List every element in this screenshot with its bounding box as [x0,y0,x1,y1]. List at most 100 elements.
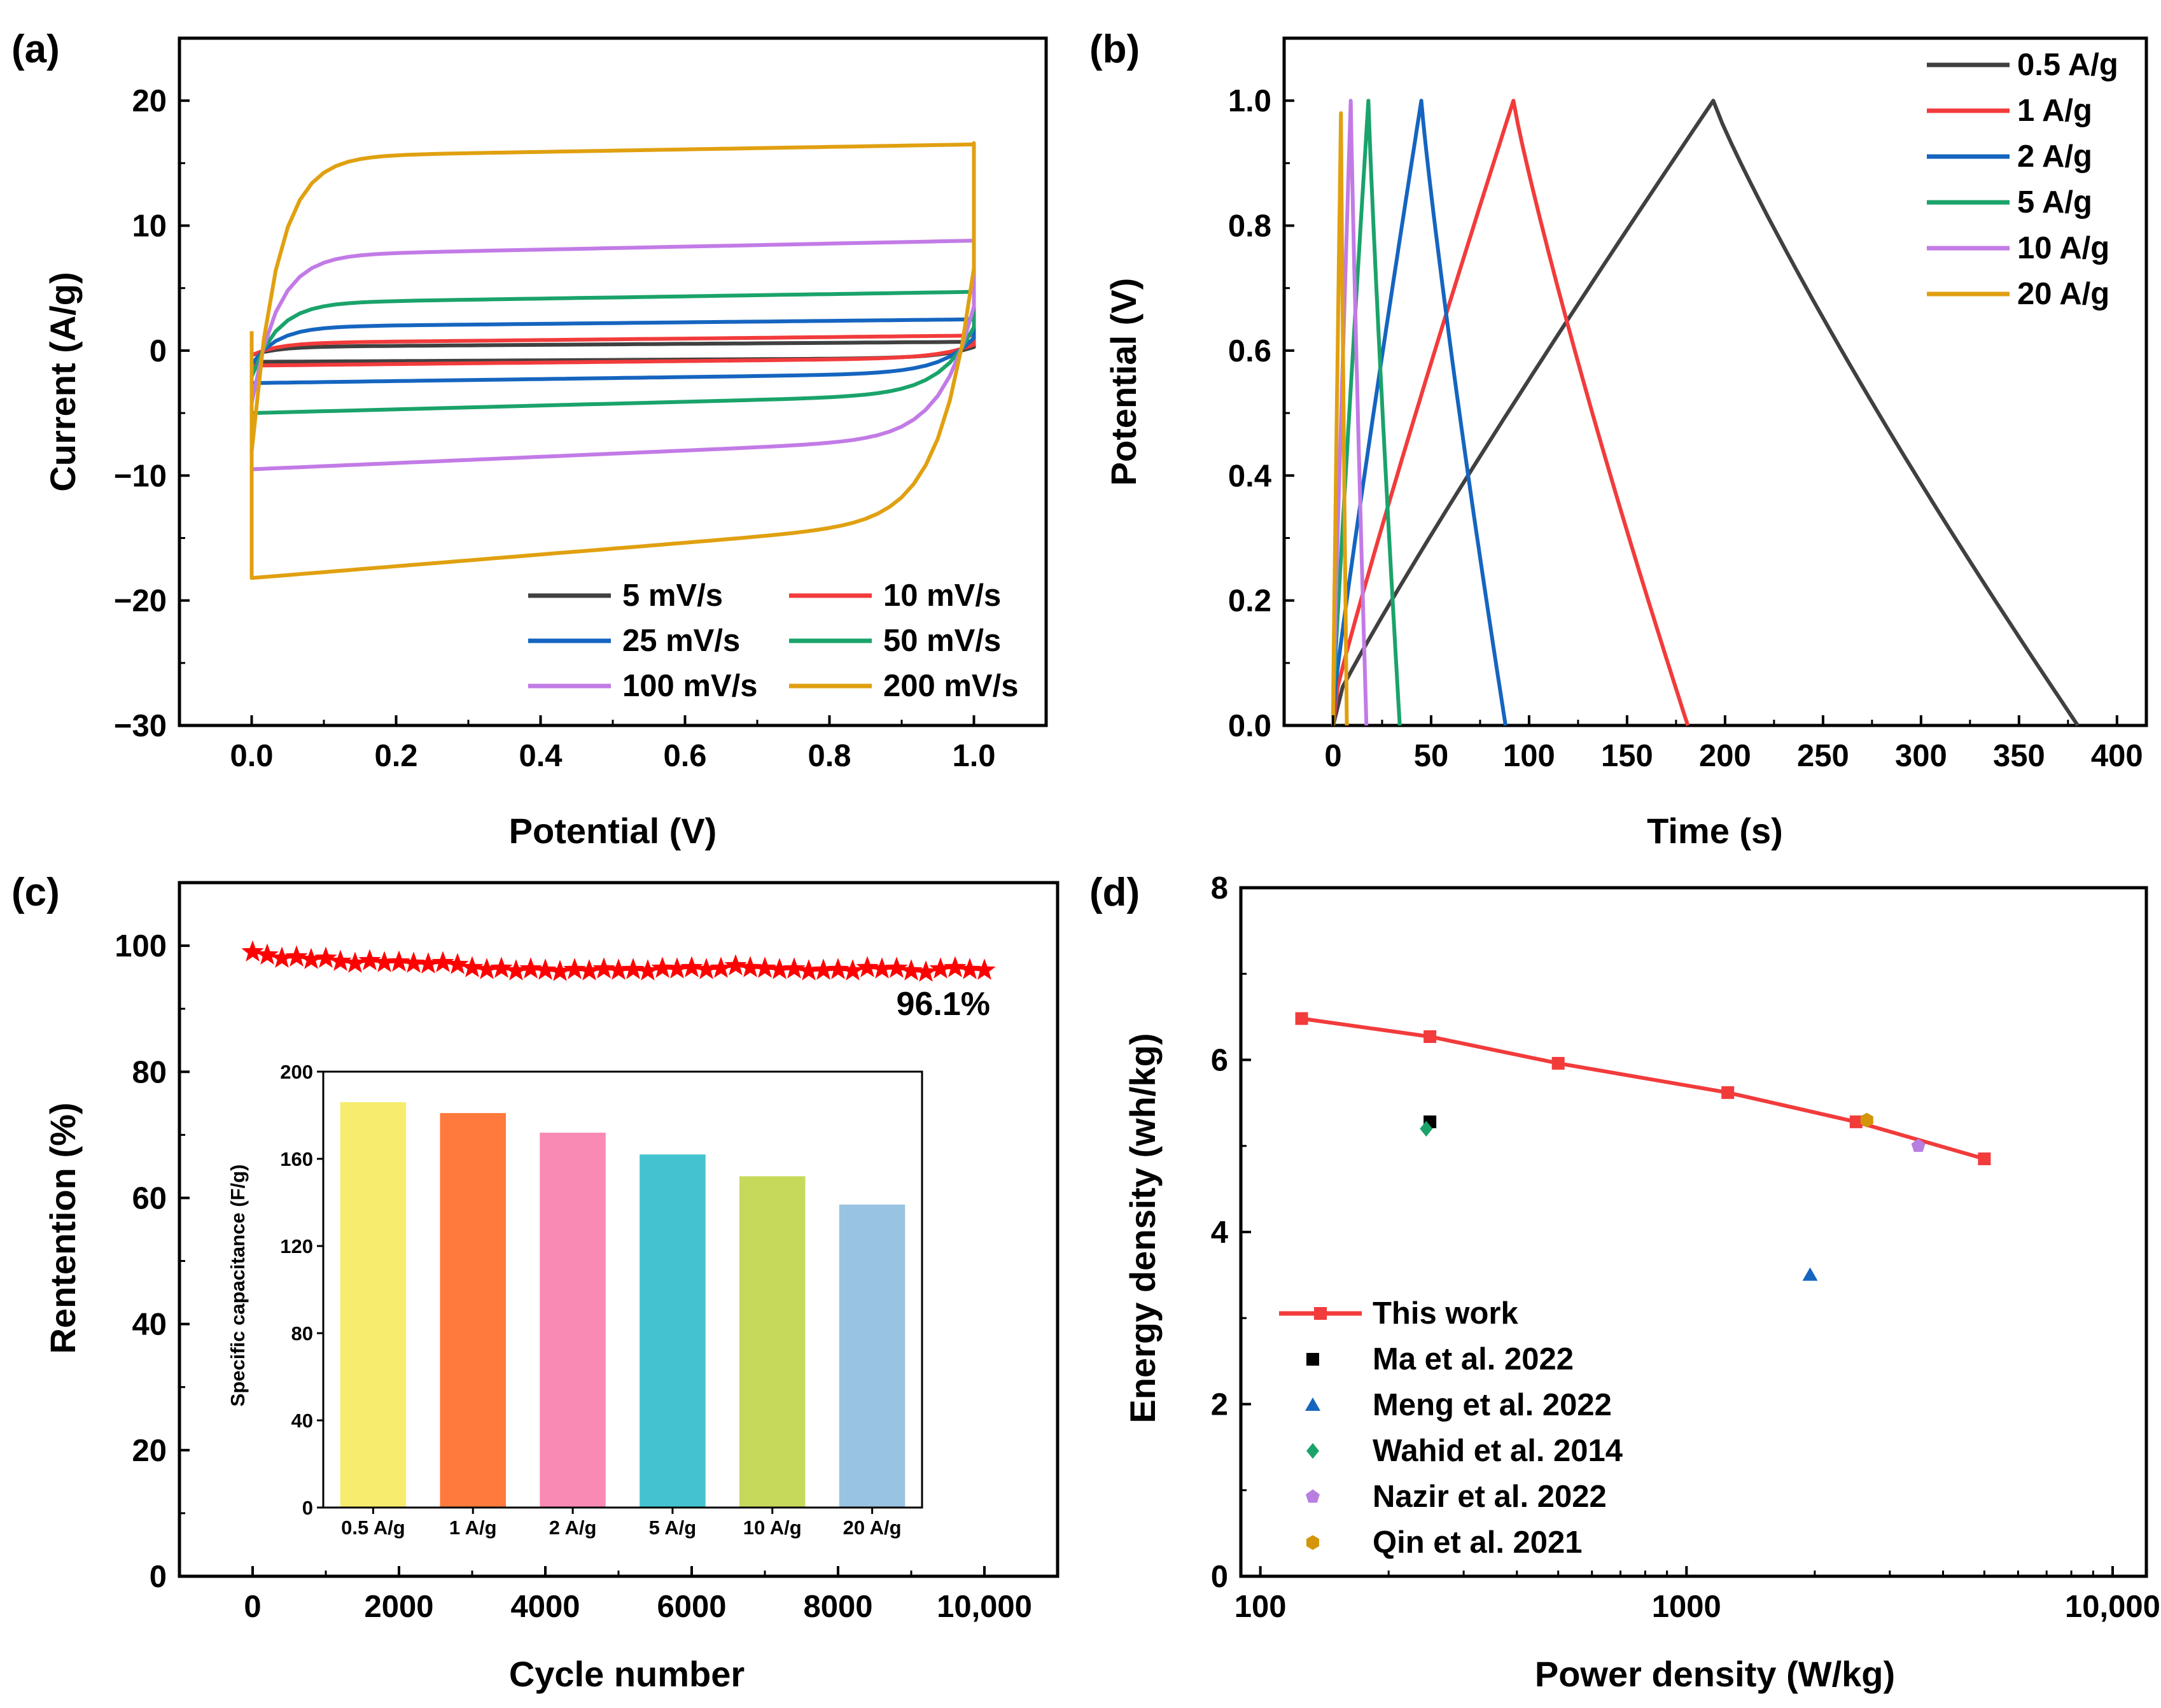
inset-bar [440,1113,506,1508]
x-tick-label: 2000 [364,1590,433,1624]
legend-swatch-marker [1306,1443,1319,1459]
legend-swatch-marker [1306,1535,1319,1550]
panel-b-ylabel: Potential (V) [1103,278,1143,486]
panel-a-ylabel: Current (A/g) [43,272,83,491]
panel-c-annotation: 96.1% [897,986,990,1023]
x-tick-label: 400 [2091,739,2143,773]
legend-label: Nazir et al. 2022 [1373,1480,1607,1514]
gcd-curve-2-A-g [1331,99,1507,726]
inset-y-tick-label: 40 [291,1410,313,1432]
y-tick-label: 0.0 [1228,709,1271,743]
gcd-curve-1-A-g [1331,99,1690,726]
inset-y-tick-label: 120 [280,1235,313,1257]
panel-d-ragone: (d) 100 1000 10,000 0 2 4 6 8 Power density (W/… [1089,871,2160,1694]
inset-bar [839,1204,906,1508]
retention-point [329,949,352,971]
legend-label: 200 mV/s [883,669,1019,703]
panel-b-plot-frame [1282,36,2148,727]
inset-x-tick-label: 2 A/g [549,1516,597,1539]
panel-d-label: (d) [1089,871,1140,914]
panel-d-points [1295,1012,1991,1281]
x-tick-label: 4000 [510,1590,580,1624]
inset-bar [640,1154,706,1508]
x-tick-label: 250 [1797,739,1849,773]
inset-ylabel: Specific capacitance (F/g) [227,1165,249,1407]
retention-point [724,954,747,976]
y-tick-label: 60 [132,1181,167,1215]
x-tick-label: 0.6 [663,739,706,773]
legend-label: Qin et al. 2021 [1373,1525,1583,1560]
point-meng-et-al-2022 [1802,1267,1818,1281]
inset-y-tick-label: 0 [302,1497,313,1519]
inset-x-tick-label: 20 A/g [843,1516,902,1539]
this-work-line [1301,1016,1985,1161]
legend-label: 100 mV/s [622,669,758,703]
y-tick-label: 8 [1211,871,1228,906]
panel-a-legend: 5 mV/s 10 mV/s 25 mV/s 50 mV/s 100 mV/s 200 m… [528,578,1019,703]
panel-d-legend: This work Ma et al. 2022 Meng et al. 2022 W… [1279,1296,1623,1560]
y-tick-label: 4 [1211,1215,1228,1250]
legend-label: 2 A/g [2017,139,2092,174]
inset-x-tick-label: 1 A/g [449,1516,497,1539]
y-tick-label: 0.6 [1228,334,1271,368]
retention-point [753,956,776,978]
retention-point [827,958,850,979]
point-qin-et-al-2021 [1860,1112,1873,1128]
inset-bar [739,1176,806,1508]
inset-y-tick-label: 160 [280,1148,313,1170]
panel-d-axes: 100 1000 10,000 0 2 4 6 8 [1211,871,2160,1624]
panel-a-xlabel: Potential (V) [509,811,717,851]
x-tick-label: 100 [1503,739,1555,773]
gcd-curve-0-5-A-g [1331,99,2080,727]
inset-x-tick-label: 10 A/g [743,1516,802,1539]
point-this-work [1295,1012,1308,1025]
inset-bar [340,1102,407,1508]
inset-x-tick-label: 5 A/g [649,1516,697,1539]
legend-label: 25 mV/s [622,624,740,658]
point-this-work [1551,1056,1565,1070]
x-tick-label: 0.8 [808,739,851,773]
retention-point [958,958,981,979]
inset-y-tick-label: 80 [291,1322,313,1345]
legend-label: 5 A/g [2017,185,2092,220]
retention-point [914,960,937,982]
x-tick-label: 0.0 [230,739,273,773]
y-tick-label: 40 [132,1308,167,1342]
panel-c-ylabel: Rentention (%) [43,1102,83,1354]
panel-a-cv-curves: (a) 0.0 0.2 0.4 0.6 0.8 1.0 −30 −20 −10 0 10 20 Pot… [11,27,1048,851]
panel-b-xlabel: Time (s) [1647,811,1783,851]
x-tick-label: 10,000 [2065,1590,2160,1624]
point-nazir-et-al-2022 [1911,1138,1926,1152]
inset-y-tick-label: 200 [280,1061,313,1083]
retention-point [563,958,586,979]
y-tick-label: 20 [132,84,167,118]
retention-point [402,951,425,973]
point-this-work [1849,1115,1863,1128]
retention-point [841,959,864,981]
y-tick-label: 0 [1211,1560,1228,1594]
retention-point [241,940,264,962]
retention-point [651,956,674,978]
legend-swatch-marker [1306,1353,1319,1366]
retention-point [885,956,908,978]
panel-c-xlabel: Cycle number [509,1654,745,1694]
x-tick-label: 10,000 [937,1590,1032,1624]
retention-point [592,957,615,979]
legend-label: 1 A/g [2017,94,2092,128]
inset-frame [322,1070,923,1509]
legend-label: 20 A/g [2017,277,2109,311]
retention-point [388,950,410,972]
y-tick-label: 80 [132,1055,167,1089]
x-tick-label: 6000 [657,1590,726,1624]
legend-label: Wahid et al. 2014 [1373,1434,1623,1468]
x-tick-label: 300 [1895,739,1947,773]
point-this-work [1978,1152,1991,1166]
panel-c-label: (c) [11,871,60,914]
panel-b-gcd-curves: (b) 0 50 100 150 200 250 300 350 400 0.0 0.2 0.4 0.6… [1089,27,2148,851]
panel-b-label: (b) [1089,27,1140,71]
panel-a-axes: 0.0 0.2 0.4 0.6 0.8 1.0 −30 −20 −10 0 10 20 [114,37,1047,773]
legend-swatch-marker [1306,1489,1320,1503]
panel-b-curves [1331,99,2080,727]
retention-point [680,956,703,977]
y-tick-label: −20 [114,584,167,619]
